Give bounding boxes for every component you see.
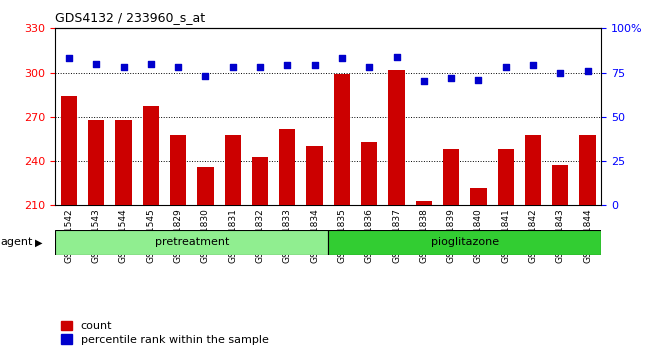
Bar bbox=[142, 107, 159, 205]
Point bbox=[146, 61, 156, 67]
Bar bbox=[497, 149, 514, 205]
Text: GDS4132 / 233960_s_at: GDS4132 / 233960_s_at bbox=[55, 11, 205, 24]
Text: pioglitazone: pioglitazone bbox=[431, 238, 499, 247]
Point bbox=[200, 73, 211, 79]
Bar bbox=[170, 135, 187, 205]
Bar bbox=[470, 188, 487, 205]
Point bbox=[473, 77, 484, 82]
Point bbox=[64, 56, 74, 61]
Point bbox=[500, 64, 511, 70]
Point bbox=[173, 64, 183, 70]
Bar bbox=[197, 167, 214, 205]
Point bbox=[118, 64, 129, 70]
Point bbox=[337, 56, 347, 61]
Text: ▶: ▶ bbox=[35, 238, 43, 247]
Point bbox=[309, 63, 320, 68]
Point bbox=[91, 61, 101, 67]
Bar bbox=[333, 74, 350, 205]
Text: pretreatment: pretreatment bbox=[155, 238, 229, 247]
Bar bbox=[252, 156, 268, 205]
Bar bbox=[88, 120, 105, 205]
Bar bbox=[415, 201, 432, 205]
Point bbox=[446, 75, 456, 81]
FancyBboxPatch shape bbox=[328, 230, 601, 255]
FancyBboxPatch shape bbox=[55, 230, 328, 255]
Bar bbox=[552, 166, 569, 205]
Bar bbox=[579, 135, 596, 205]
Point bbox=[419, 79, 429, 84]
Point bbox=[555, 70, 566, 75]
Point bbox=[282, 63, 293, 68]
Point bbox=[227, 64, 238, 70]
Point bbox=[255, 64, 265, 70]
Point bbox=[391, 54, 402, 59]
Bar bbox=[115, 120, 132, 205]
Legend: count, percentile rank within the sample: count, percentile rank within the sample bbox=[61, 321, 268, 345]
Bar bbox=[525, 135, 541, 205]
Bar bbox=[388, 70, 405, 205]
Bar bbox=[443, 149, 460, 205]
Text: agent: agent bbox=[1, 238, 33, 247]
Point bbox=[528, 63, 538, 68]
Bar bbox=[361, 142, 378, 205]
Bar bbox=[279, 129, 296, 205]
Bar bbox=[60, 96, 77, 205]
Point bbox=[582, 68, 593, 74]
Point bbox=[364, 64, 374, 70]
Bar bbox=[306, 146, 323, 205]
Bar bbox=[224, 135, 241, 205]
